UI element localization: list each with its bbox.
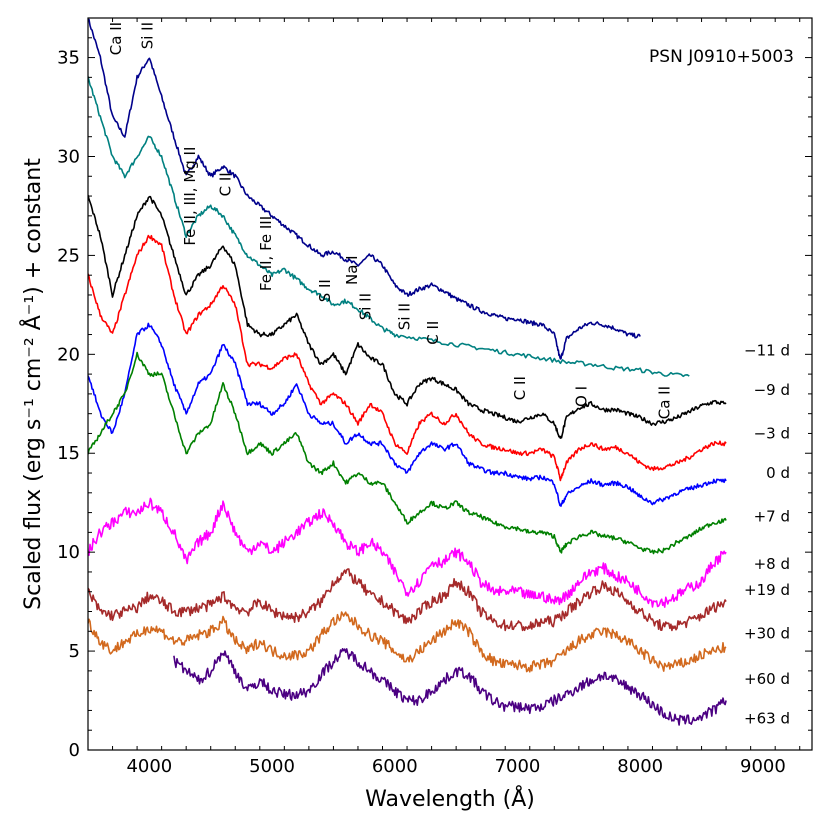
line-id-label: O I xyxy=(572,386,590,407)
series-line-plus7-d xyxy=(88,322,727,507)
line-id-label: C II xyxy=(511,376,529,400)
series-line-plus8-d xyxy=(88,351,727,555)
line-id-label: Ca II xyxy=(107,22,125,55)
y-tick-label: 0 xyxy=(69,740,80,761)
line-id-label: C II xyxy=(424,321,442,345)
chart-title: PSN J0910+5003 xyxy=(649,47,794,67)
epoch-label: 0 d xyxy=(766,464,790,482)
epoch-label: −3 d xyxy=(754,424,790,442)
plot-area xyxy=(88,18,727,726)
axis-ticks xyxy=(87,17,812,751)
x-tick-label: 5000 xyxy=(249,756,295,777)
epoch-label: −9 d xyxy=(754,381,790,399)
line-id-label: Fe II, Fe III xyxy=(257,216,275,291)
line-id-label: Na I xyxy=(343,255,361,285)
x-tick-label: 4000 xyxy=(126,756,172,777)
line-id-label: S II xyxy=(316,279,334,302)
line-id-label: Si II xyxy=(396,303,414,330)
x-tick-label: 8000 xyxy=(617,756,663,777)
x-axis-title: Wavelength (Å) xyxy=(365,785,535,812)
x-tick-label: 9000 xyxy=(740,756,786,777)
series-line-0-d xyxy=(88,234,727,482)
y-tick-label: 15 xyxy=(57,443,80,464)
series-line-minus9-d xyxy=(88,76,690,378)
epoch-label: +8 d xyxy=(754,555,790,573)
tick-labels: 4000 5000 6000 7000 8000 9000 0 5 10 15 20 25 30 35 xyxy=(57,48,786,777)
epoch-label: +19 d xyxy=(744,581,790,599)
series-line-plus30-d xyxy=(88,568,727,632)
line-id-label: Si II xyxy=(356,293,374,320)
series-line-plus19-d xyxy=(88,497,727,608)
line-id-label: Fe II, III, Mg II xyxy=(181,147,199,246)
y-tick-label: 10 xyxy=(57,542,80,563)
y-tick-label: 25 xyxy=(57,245,80,266)
epoch-labels: −11 d −9 d −3 d 0 d +7 d +8 d +19 d +30 d +60 d +… xyxy=(744,341,790,727)
line-id-label: Ca II xyxy=(656,386,674,419)
plot-frame xyxy=(87,17,813,751)
y-axis-title: Scaled flux (erg s⁻¹ cm⁻² Å⁻¹) + constan… xyxy=(19,158,46,610)
x-tick-label: 6000 xyxy=(372,756,418,777)
y-tick-label: 35 xyxy=(57,48,80,69)
line-id-label: Si II xyxy=(139,22,157,49)
series-line-minus11-d xyxy=(88,18,641,360)
line-id-label: C II xyxy=(216,172,234,196)
series-line-plus60-d xyxy=(88,611,727,673)
y-tick-label: 30 xyxy=(57,146,80,167)
epoch-label: +30 d xyxy=(744,624,790,642)
epoch-label: +60 d xyxy=(744,670,790,688)
epoch-label: +7 d xyxy=(754,508,790,526)
y-tick-label: 5 xyxy=(69,641,80,662)
epoch-label: +63 d xyxy=(744,709,790,727)
x-tick-label: 7000 xyxy=(495,756,541,777)
series-line-plus63-d xyxy=(173,647,727,726)
y-tick-label: 20 xyxy=(57,344,80,365)
series-line-minus3-d xyxy=(88,194,727,439)
epoch-label: −11 d xyxy=(744,341,790,359)
line-annotations: Ca II Si II Fe II, III, Mg II C II Fe II, Fe… xyxy=(107,22,674,419)
